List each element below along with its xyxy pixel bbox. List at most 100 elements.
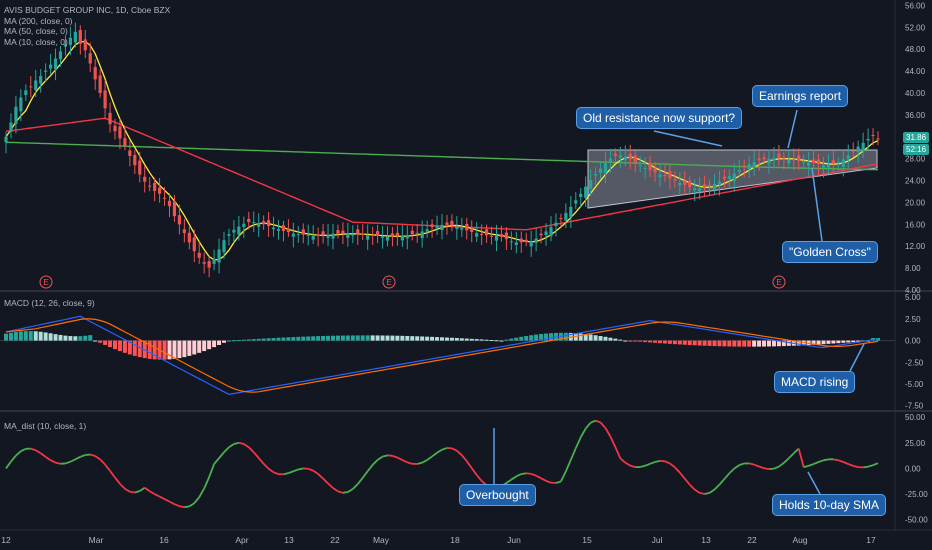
madist-segment	[377, 455, 384, 461]
madist-segment	[213, 457, 220, 465]
macd-histogram-bar	[192, 340, 197, 355]
macd-histogram-bar	[226, 340, 231, 342]
candle-body	[663, 175, 667, 177]
macd-histogram-bar	[222, 340, 226, 343]
madist-segment	[604, 427, 612, 438]
candle-body	[559, 218, 563, 220]
candle-body	[380, 236, 385, 238]
candle-body	[420, 231, 424, 238]
madist-segment	[614, 446, 622, 459]
madist-segment	[639, 464, 646, 468]
candle-body	[623, 156, 627, 160]
candle-body	[118, 126, 122, 139]
time-tick-label: 12	[1, 535, 11, 545]
madist-segment	[193, 496, 200, 504]
candle-body	[103, 90, 107, 109]
macd-histogram-bar	[306, 336, 311, 341]
madist-segment	[521, 472, 527, 476]
madist-segment	[366, 464, 374, 472]
macd-histogram-bar	[722, 340, 727, 347]
candle-body	[29, 86, 33, 88]
madist-segment	[382, 454, 388, 458]
macd-histogram-bar	[117, 340, 122, 352]
candle-body	[816, 159, 821, 165]
madist-segment	[347, 488, 354, 493]
madist-segment	[530, 473, 537, 477]
madist-segment	[797, 448, 805, 468]
macd-line	[5, 315, 879, 396]
macd-histogram-bar	[276, 337, 281, 341]
candle-body	[48, 64, 53, 69]
macd-histogram-bar	[653, 340, 658, 343]
candle-body	[306, 234, 310, 236]
madist-segment	[456, 450, 463, 456]
madist-segment	[208, 463, 215, 478]
candle-body	[187, 232, 191, 243]
madist-segment	[823, 458, 829, 462]
macd-histogram-bar	[524, 335, 529, 341]
candle-body	[237, 226, 241, 235]
madist-segment	[699, 492, 705, 495]
madist-segment	[357, 477, 364, 485]
madist-segment	[273, 471, 279, 475]
madist-segment	[188, 502, 195, 508]
macd-histogram-bar	[68, 336, 73, 341]
candle-body	[608, 158, 613, 163]
candle-body	[133, 154, 137, 166]
macd-histogram-bar	[420, 336, 425, 341]
madist-segment	[397, 456, 403, 461]
macd-histogram-bar	[732, 340, 737, 347]
candle-body	[148, 185, 152, 187]
candle-body	[494, 235, 499, 241]
macd-histogram-bar	[410, 336, 415, 341]
candle-body	[693, 188, 697, 191]
macd-histogram-bar	[514, 337, 519, 341]
madist-segment	[20, 447, 27, 452]
macd-histogram-bar	[821, 340, 826, 345]
madist-segment	[738, 462, 745, 466]
macd-histogram-bar	[435, 337, 440, 341]
candle-body	[336, 230, 340, 234]
madist-segment	[74, 455, 81, 461]
time-tick-label: Apr	[235, 535, 248, 545]
macd-histogram-bar	[464, 338, 469, 341]
macd-histogram-bar	[217, 340, 222, 345]
madist-segment	[813, 461, 819, 465]
candle-body	[772, 158, 776, 161]
candle-body	[589, 180, 593, 189]
candle-body	[722, 176, 727, 179]
candle-body	[544, 231, 548, 236]
macd-histogram-bar	[162, 340, 167, 360]
madist-segment	[515, 473, 522, 478]
candle-body	[371, 234, 375, 236]
madist-segment	[689, 483, 696, 491]
time-tick-label: 17	[866, 535, 876, 545]
macd-histogram-bar	[796, 340, 801, 346]
candle-body	[123, 138, 127, 146]
madist-segment	[218, 451, 225, 459]
madist-segment	[753, 463, 760, 468]
macd-histogram-bar	[103, 340, 108, 345]
madist-segment	[159, 495, 165, 500]
madist-segment	[436, 448, 443, 454]
madist-segment	[579, 428, 587, 438]
macd-histogram-bar	[212, 340, 217, 348]
macd-histogram-bar	[667, 340, 672, 344]
candle-body	[262, 221, 266, 225]
madist-segment	[99, 458, 106, 466]
madist-segment	[327, 482, 334, 489]
macd-histogram-bar	[28, 331, 33, 341]
candle-body	[14, 106, 18, 124]
madist-segment	[723, 472, 731, 480]
candle-body	[227, 234, 231, 236]
candle-body	[39, 76, 43, 84]
madist-segment	[401, 459, 408, 464]
candle-body	[613, 153, 618, 156]
macd-tick-label: 0.00	[905, 337, 921, 346]
last-price-tag: 31.86	[903, 132, 930, 143]
madist-segment	[248, 446, 255, 453]
madist-segment	[149, 490, 156, 495]
madist-segment	[307, 467, 314, 472]
madist-segment	[853, 465, 859, 468]
